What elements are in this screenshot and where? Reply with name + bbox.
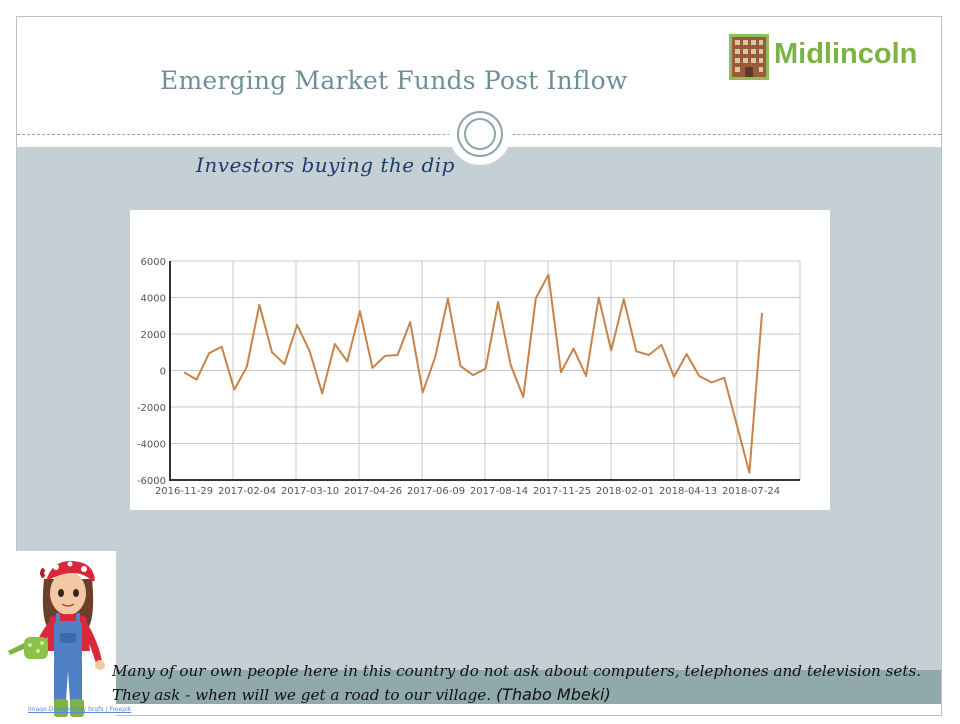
data-point bbox=[396, 353, 399, 356]
data-point bbox=[685, 353, 688, 356]
farmer-illustration bbox=[0, 551, 116, 720]
data-point bbox=[346, 360, 349, 363]
ring-outer-circle bbox=[457, 111, 503, 157]
y-tick-label: 4000 bbox=[141, 294, 166, 305]
data-point bbox=[245, 365, 248, 368]
quote-text: Many of our own people here in this coun… bbox=[112, 662, 922, 704]
data-point bbox=[434, 355, 437, 358]
data-point bbox=[735, 424, 738, 427]
data-point bbox=[446, 297, 449, 300]
data-point bbox=[384, 354, 387, 357]
x-tick-label: 2017-04-26 bbox=[344, 486, 402, 497]
data-point bbox=[698, 374, 701, 377]
data-point bbox=[509, 364, 512, 367]
data-point bbox=[233, 388, 236, 391]
y-tick-label: 2000 bbox=[141, 330, 166, 341]
data-point bbox=[409, 321, 412, 324]
data-point bbox=[534, 297, 537, 300]
data-point bbox=[622, 298, 625, 301]
data-point bbox=[610, 349, 613, 352]
y-tick-label: 6000 bbox=[141, 257, 166, 268]
data-point bbox=[421, 391, 424, 394]
quote: Many of our own people here in this coun… bbox=[112, 660, 952, 707]
series-line bbox=[183, 273, 763, 474]
data-point bbox=[270, 351, 273, 354]
data-point bbox=[195, 378, 198, 381]
data-point bbox=[472, 374, 475, 377]
building-icon bbox=[729, 34, 769, 80]
series-layer bbox=[183, 273, 764, 474]
logo-text: Midlincoln bbox=[774, 38, 918, 70]
data-point bbox=[723, 376, 726, 379]
data-point bbox=[459, 364, 462, 367]
y-tick-label: -4000 bbox=[137, 440, 166, 451]
data-point bbox=[585, 374, 588, 377]
y-tick-label: -6000 bbox=[137, 476, 166, 487]
data-point bbox=[183, 371, 186, 374]
x-tick-label: 2017-08-14 bbox=[470, 486, 528, 497]
data-point bbox=[597, 296, 600, 299]
data-point bbox=[761, 312, 764, 315]
y-tick-label: 0 bbox=[160, 367, 166, 378]
data-point bbox=[308, 350, 311, 353]
data-point bbox=[208, 352, 211, 355]
x-tick-label: 2017-11-25 bbox=[533, 486, 591, 497]
data-point bbox=[635, 350, 638, 353]
grid-layer bbox=[170, 260, 801, 481]
subtitle: Investors buying the dip bbox=[196, 153, 455, 177]
x-tick-label: 2018-07-24 bbox=[722, 486, 780, 497]
data-point bbox=[258, 303, 261, 306]
image-credit-link[interactable]: Image Designed by brgfx / Freepik bbox=[28, 706, 132, 713]
x-tick-label: 2018-02-01 bbox=[596, 486, 654, 497]
x-tick-label: 2017-06-09 bbox=[407, 486, 465, 497]
quote-author: (Thabo Mbeki) bbox=[495, 685, 611, 704]
data-point bbox=[296, 323, 299, 326]
data-point bbox=[710, 381, 713, 384]
data-point bbox=[522, 395, 525, 398]
data-point bbox=[371, 366, 374, 369]
footer-band bbox=[110, 670, 941, 704]
midlincoln-logo: Midlincoln bbox=[729, 34, 929, 82]
chart-panel: 6000 4000 2000 0 -2000 -4000 -6000 2016-11-29 20… bbox=[130, 210, 830, 510]
farmer-girl-icon bbox=[8, 561, 105, 717]
data-point bbox=[358, 310, 361, 313]
data-point bbox=[660, 343, 663, 346]
data-point bbox=[283, 363, 286, 366]
ring-ornament bbox=[449, 103, 511, 165]
data-point bbox=[333, 343, 336, 346]
data-point bbox=[559, 371, 562, 374]
x-tick-label: 2017-03-10 bbox=[281, 486, 339, 497]
page-title: Emerging Market Funds Post Inflow bbox=[160, 66, 628, 95]
data-point bbox=[484, 367, 487, 370]
data-point bbox=[321, 392, 324, 395]
data-point bbox=[647, 353, 650, 356]
data-point bbox=[673, 375, 676, 378]
y-tick-label: -2000 bbox=[137, 403, 166, 414]
x-tick-label: 2018-04-13 bbox=[659, 486, 717, 497]
ring-inner-circle bbox=[464, 118, 496, 150]
data-point bbox=[220, 345, 223, 348]
data-point bbox=[572, 347, 575, 350]
data-point bbox=[748, 471, 751, 474]
x-tick-label: 2017-02-04 bbox=[218, 486, 276, 497]
data-point bbox=[547, 273, 550, 276]
x-tick-label: 2016-11-29 bbox=[155, 486, 213, 497]
data-point bbox=[497, 301, 500, 304]
